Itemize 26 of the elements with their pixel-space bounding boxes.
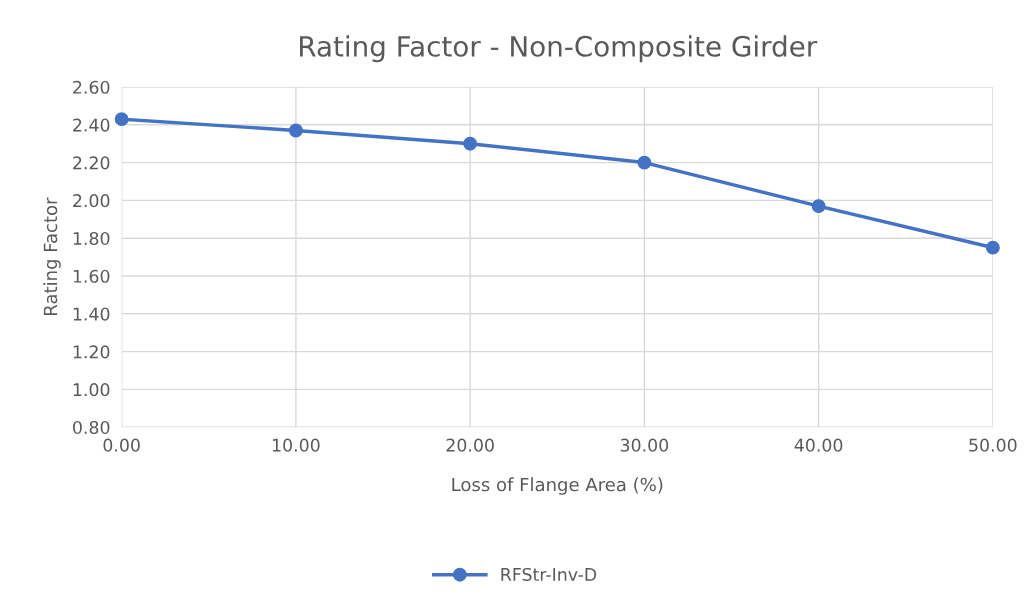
chart-title: Rating Factor - Non-Composite Girder xyxy=(300,35,818,63)
y-tick-label: 1.40 xyxy=(73,307,110,321)
point xyxy=(985,240,1000,255)
point xyxy=(637,155,652,170)
x-tick-label: 20.00 xyxy=(446,438,494,452)
x-tick-label: 50.00 xyxy=(969,438,1017,452)
point xyxy=(114,112,129,127)
y-tick-label: 0.80 xyxy=(73,420,110,435)
point xyxy=(811,199,826,214)
x-axis-title: Loss of Flange Area (%) xyxy=(452,477,663,495)
x-tick-label: 0.00 xyxy=(103,438,140,452)
y-tick-label: 1.60 xyxy=(73,269,110,283)
y-tick-label: 2.00 xyxy=(73,194,110,208)
point xyxy=(463,136,478,151)
y-tick-label: 1.00 xyxy=(73,383,110,397)
legend-label: RFStr-Inv-D xyxy=(501,567,597,582)
point xyxy=(288,123,303,138)
y-tick-label: 2.40 xyxy=(73,118,110,132)
y-tick-label: 1.80 xyxy=(73,231,110,246)
y-tick-label: 2.60 xyxy=(73,80,110,94)
y-tick-label: 1.20 xyxy=(73,345,110,359)
x-tick-label: 10.00 xyxy=(272,438,320,452)
x-tick-label: 40.00 xyxy=(794,438,843,452)
y-axis-title: Rating Factor xyxy=(43,197,61,315)
x-tick-label: 30.00 xyxy=(620,438,669,452)
y-tick-label: 2.20 xyxy=(73,156,110,170)
